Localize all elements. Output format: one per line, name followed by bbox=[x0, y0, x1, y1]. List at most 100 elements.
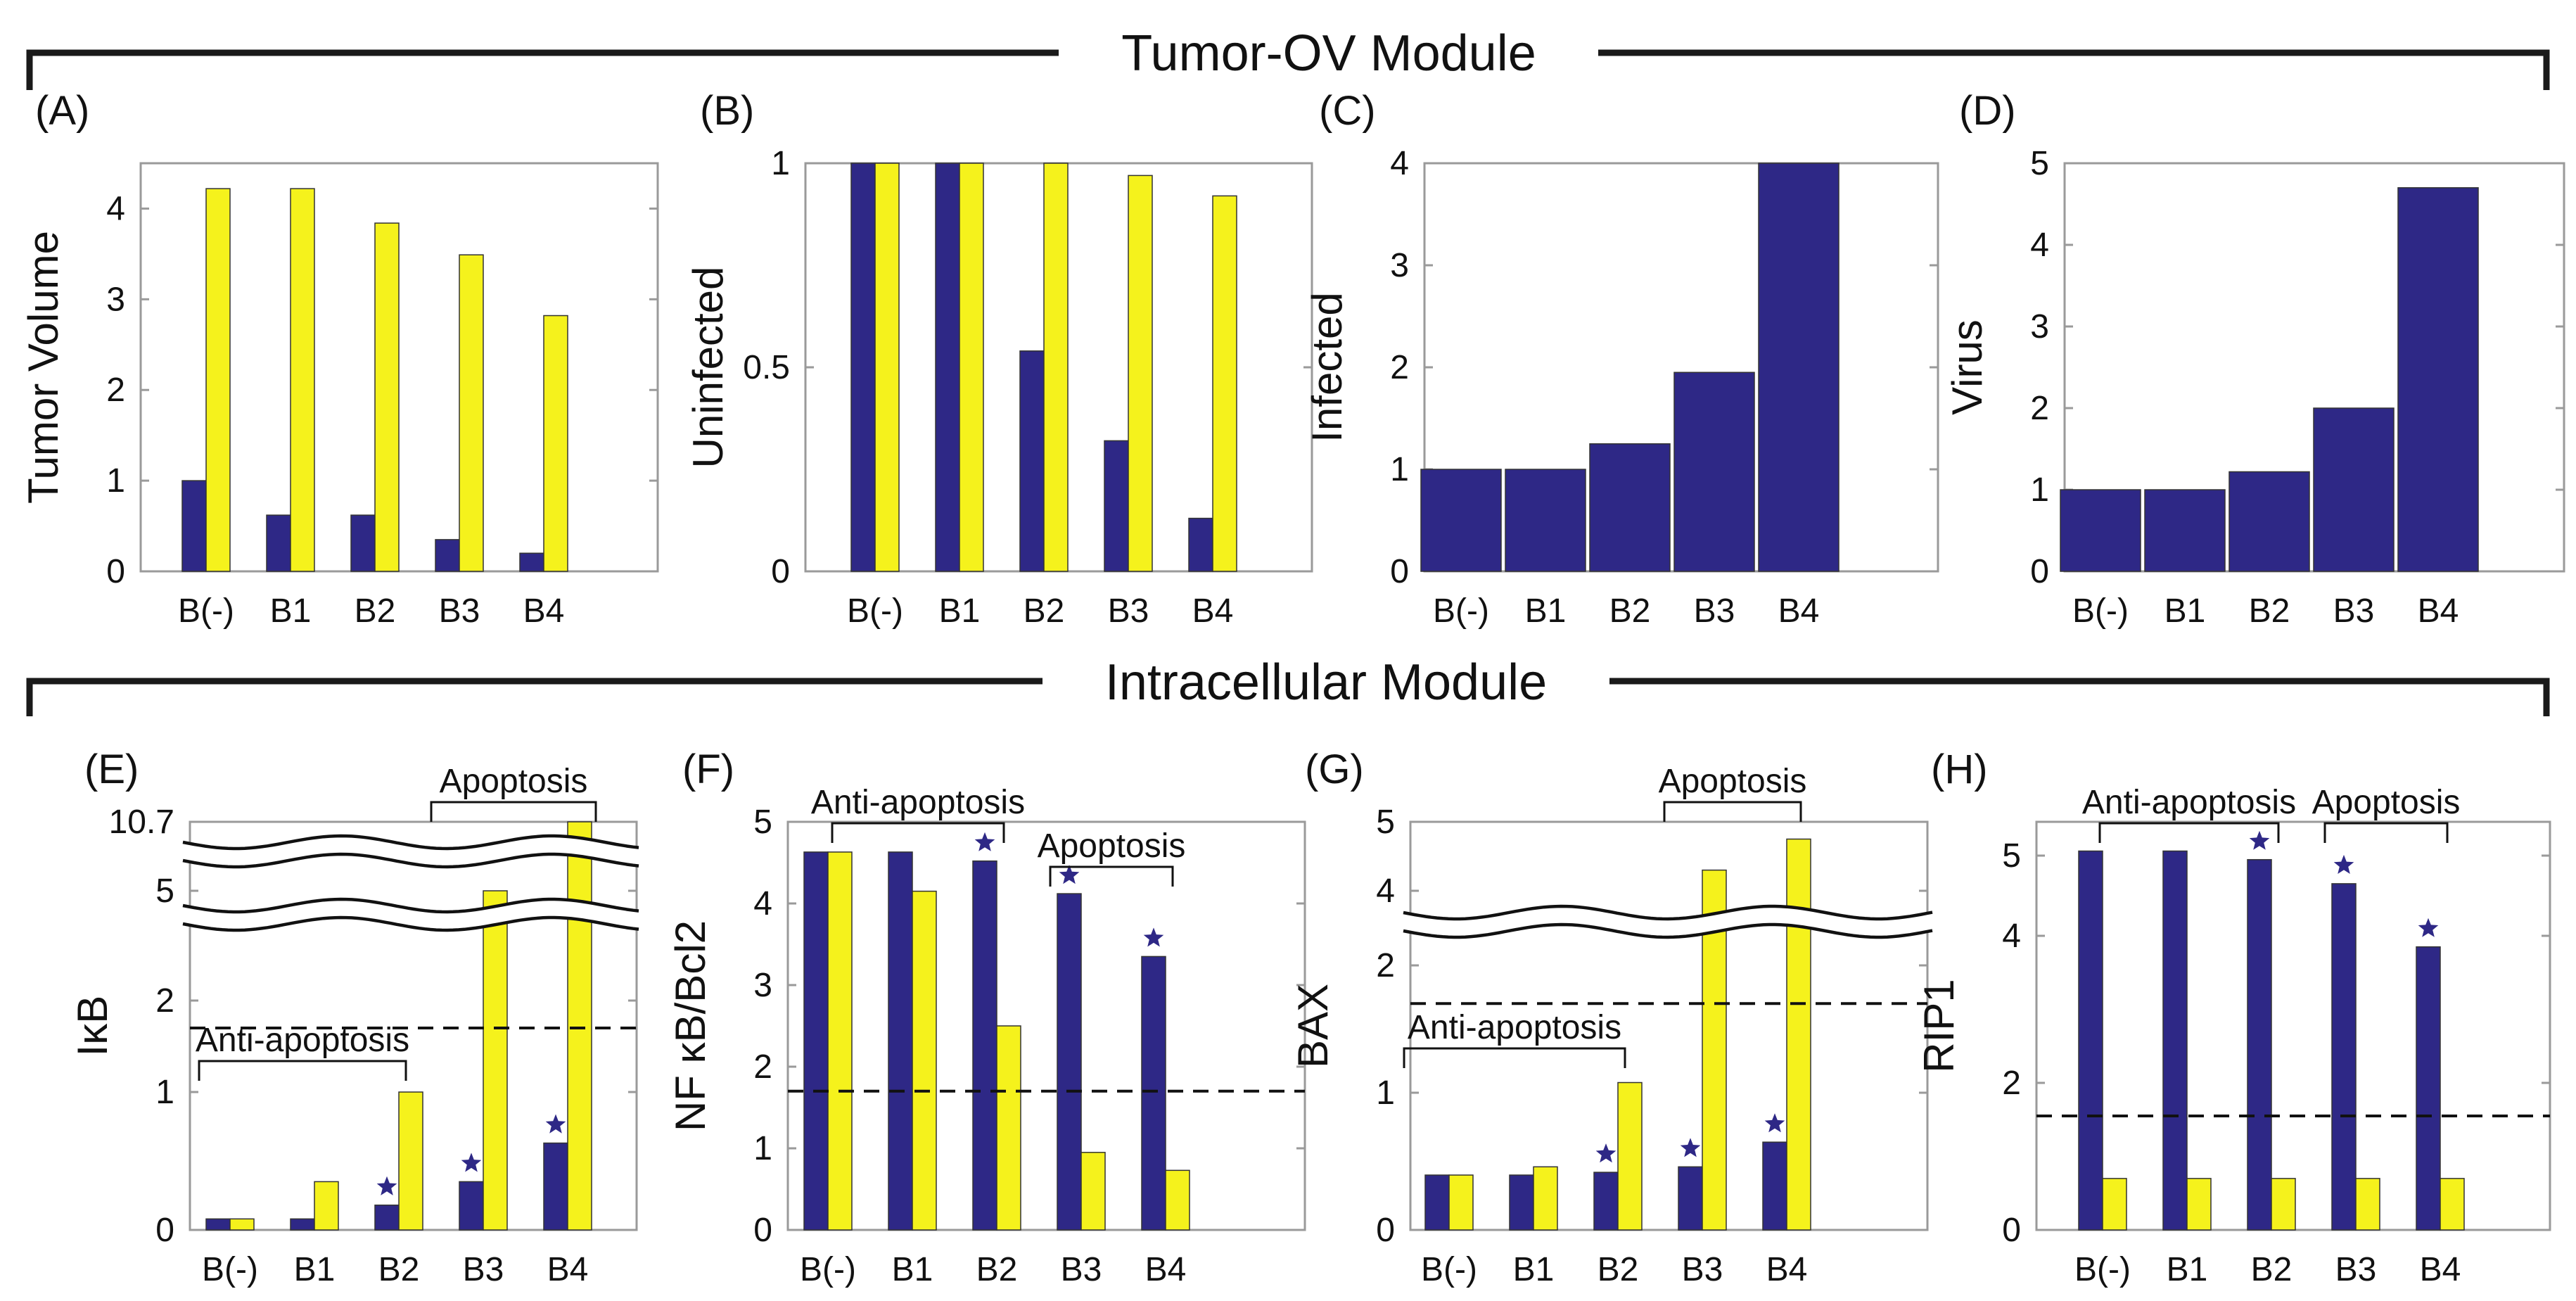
y-tick-label: 4 bbox=[2002, 918, 2021, 955]
bar-series1 bbox=[435, 539, 460, 572]
panels: (A) Tumor Volume 0 1 2 3 4 B(-) B1 B2 B3 B4 (B) Uninf… bbox=[20, 88, 2565, 1288]
y-tick-label: 5 bbox=[2002, 837, 2021, 875]
bar-series2 bbox=[874, 163, 900, 572]
bar-series1 bbox=[1589, 443, 1671, 572]
y-tick-label: 5 bbox=[2030, 145, 2049, 182]
bar-series1 bbox=[2397, 187, 2479, 572]
y-tick-label: 4 bbox=[106, 190, 125, 227]
y-tick-label: 0 bbox=[2002, 1212, 2021, 1249]
apoptosis-bracket: Apoptosis bbox=[1038, 827, 1185, 887]
bar-series2 bbox=[2355, 1178, 2380, 1231]
panel-label: (H) bbox=[1931, 747, 1988, 792]
bar-series1 bbox=[1593, 1172, 1619, 1231]
y-tick-label: 3 bbox=[1390, 247, 1409, 284]
bar-series1 bbox=[2247, 858, 2272, 1231]
bar-series2 bbox=[2102, 1178, 2127, 1231]
panel-label: (E) bbox=[84, 747, 139, 792]
axis-break-line bbox=[182, 834, 639, 851]
panel-label: (D) bbox=[1959, 88, 2016, 134]
y-axis-label: Uninfected bbox=[684, 267, 732, 469]
significance-star bbox=[1143, 927, 1164, 947]
x-tick-label: B4 bbox=[1192, 592, 1234, 630]
panel-label: (A) bbox=[35, 88, 89, 134]
bracket-label: Anti-apoptosis bbox=[196, 1022, 409, 1059]
bar-series1 bbox=[2162, 850, 2188, 1231]
y-axis-label: RIP1 bbox=[1915, 979, 1963, 1072]
bar-series2 bbox=[1043, 163, 1069, 572]
bar-series1 bbox=[1505, 469, 1586, 572]
x-tick-label: B3 bbox=[1682, 1251, 1723, 1288]
bar-series2 bbox=[2440, 1178, 2465, 1231]
y-tick-label: 3 bbox=[2030, 308, 2049, 345]
bar-series2 bbox=[1617, 1081, 1643, 1231]
bar-series2 bbox=[483, 890, 508, 1231]
significance-star bbox=[1764, 1113, 1785, 1133]
x-tick-label: B(-) bbox=[178, 592, 234, 630]
bar-series2 bbox=[290, 188, 315, 572]
panel-d: (D) Virus 0 1 2 3 4 5 B(-) B1 B2 B3 B4 bbox=[1944, 88, 2565, 630]
x-tick-label: B(-) bbox=[2074, 1251, 2131, 1288]
panel-label: (G) bbox=[1305, 747, 1364, 792]
x-tick-label: B(-) bbox=[1421, 1251, 1477, 1288]
x-tick-label: B1 bbox=[1525, 592, 1567, 630]
x-tick-label: B4 bbox=[547, 1251, 589, 1288]
bar-series1 bbox=[1424, 1174, 1450, 1231]
y-tick-label: 0 bbox=[753, 1212, 772, 1249]
x-tick-label: B(-) bbox=[847, 592, 903, 630]
y-tick-label: 1 bbox=[771, 145, 790, 182]
bar-series1 bbox=[1673, 372, 1755, 572]
bar-series1 bbox=[205, 1218, 231, 1231]
y-tick-label: 2 bbox=[106, 372, 125, 409]
axis-break-line bbox=[182, 852, 639, 869]
y-tick-label: 2 bbox=[2030, 390, 2049, 427]
y-tick-label: 1 bbox=[1390, 451, 1409, 488]
x-tick-label: B1 bbox=[2164, 592, 2206, 630]
y-axis-label: Virus bbox=[1944, 319, 1991, 415]
bar-series1 bbox=[181, 480, 207, 572]
axes-frame bbox=[786, 820, 1306, 1231]
x-tick-label: B1 bbox=[1513, 1251, 1555, 1288]
y-tick-label: 2 bbox=[2002, 1065, 2021, 1102]
y-tick-label: 3 bbox=[106, 281, 125, 318]
module-title-tumor-ov: Tumor-OV Module bbox=[1121, 25, 1536, 82]
bar-series1 bbox=[1420, 469, 1502, 572]
x-tick-label: B4 bbox=[1766, 1251, 1808, 1288]
axis-break-band bbox=[1403, 906, 1934, 937]
y-tick-label: 4 bbox=[1376, 872, 1395, 910]
bracket-line bbox=[2323, 822, 2449, 843]
axis-break-line bbox=[182, 897, 639, 914]
y-tick-label: 2 bbox=[1376, 947, 1395, 984]
bar-series2 bbox=[1212, 195, 1237, 572]
bar-series2 bbox=[229, 1218, 255, 1231]
bar-series1 bbox=[543, 1142, 568, 1231]
x-tick-label: B3 bbox=[1108, 592, 1149, 630]
bar-series1 bbox=[519, 552, 544, 572]
bar-series2 bbox=[374, 222, 400, 572]
bracket-line bbox=[430, 801, 597, 822]
panel-label: (C) bbox=[1319, 88, 1376, 134]
panel-b: (B) Uninfected 0 0.5 1 B(-) B1 B2 B3 B4 bbox=[684, 88, 1313, 630]
axis-break-band bbox=[183, 899, 644, 930]
significance-star bbox=[545, 1114, 566, 1134]
y-axis-label: Infected bbox=[1303, 292, 1351, 443]
bar-series1 bbox=[266, 514, 291, 572]
x-tick-label: B1 bbox=[2167, 1251, 2208, 1288]
bar-series1 bbox=[850, 163, 876, 572]
module-header-tumor-ov: Tumor-OV Module bbox=[26, 25, 2550, 90]
significance-star bbox=[1059, 865, 1080, 884]
panel-h: (H) RIP1 0 2 4 5 B(-) B1 B2 B3 B4 Anti-apoptosis Apo… bbox=[1915, 747, 2551, 1288]
bar-series1 bbox=[2229, 471, 2310, 572]
x-tick-label: B1 bbox=[294, 1251, 336, 1288]
bar-series2 bbox=[1448, 1174, 1474, 1231]
x-tick-label: B(-) bbox=[800, 1251, 856, 1288]
bar-series1 bbox=[1104, 440, 1129, 572]
y-tick-label: 3 bbox=[753, 967, 772, 1004]
x-tick-label: B2 bbox=[2249, 592, 2290, 630]
bar-series2 bbox=[2186, 1178, 2212, 1231]
y-tick-label: 1 bbox=[106, 462, 125, 500]
y-tick-label: 0 bbox=[1376, 1212, 1395, 1249]
bar-series1 bbox=[1762, 1141, 1787, 1231]
bracket-label: Anti-apoptosis bbox=[1408, 1009, 1621, 1046]
axis-break-line bbox=[1403, 922, 1933, 939]
